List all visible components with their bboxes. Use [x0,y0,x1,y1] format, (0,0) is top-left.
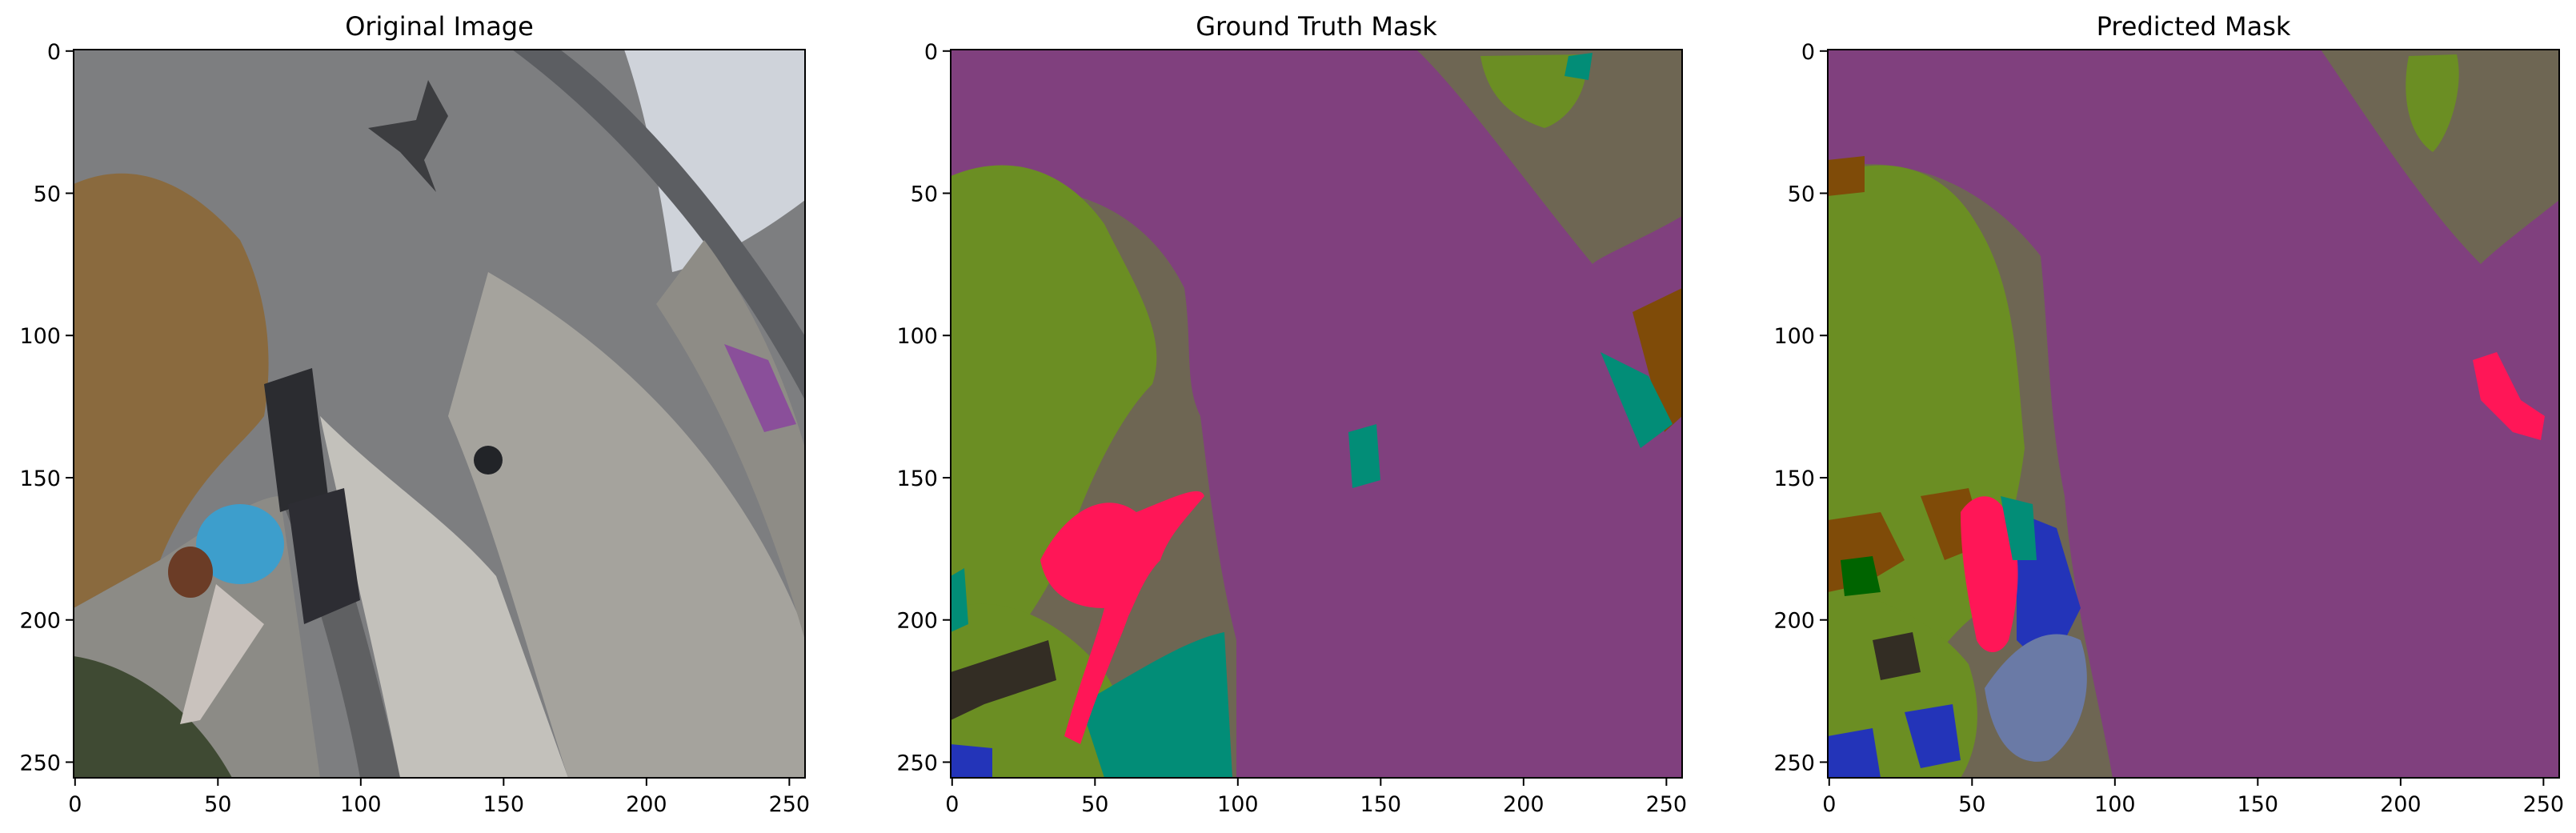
y-tick-label: 200 [1773,609,1815,634]
photo-light-paving-right [448,272,805,778]
pred-water-streaks [1985,634,2087,762]
ticks-ground-truth: 0 50 100 150 200 250 0 50 100 150 200 250 [896,40,1687,817]
y-tick-label: 0 [924,40,938,65]
x-tick-label: 50 [1081,792,1108,817]
x-tick-label: 100 [340,792,382,817]
x-tick-label: 250 [2523,792,2565,817]
photo-bushes [74,173,269,608]
panel-predicted: Predicted Mask 0 50 100 150 200 250 0 50 100 150 2… [1773,11,2564,817]
pred-pool-bottom-mid [1905,704,1961,768]
photo-person-arm [180,584,264,724]
x-tick-label: 100 [1217,792,1259,817]
gt-water-left-edge [951,568,968,632]
panel-ground-truth: Ground Truth Mask 0 50 100 150 200 250 0 50 100 1… [896,11,1687,817]
pred-dirt-top-right [2321,50,2559,264]
y-tick-label: 0 [47,40,61,65]
y-tick-label: 50 [911,182,938,207]
photo-kids-toy [724,344,796,432]
photo-drone-shadow [368,80,448,192]
photo-person-head [168,547,213,598]
y-tick-label: 50 [34,182,61,207]
ticks-original: 0 50 100 150 200 250 0 50 100 150 200 250 [19,40,810,817]
y-tick-label: 0 [1801,40,1815,65]
y-tick-label: 50 [1788,182,1815,207]
photo-dark-mat [264,368,328,512]
photo-person-shirt [196,504,284,584]
panel-title-original: Original Image [345,11,534,42]
photo-grass-bottom [74,656,232,778]
x-tick-label: 150 [1360,792,1402,817]
photo-small-object [474,446,503,475]
gt-water-bottom [1080,632,1232,778]
gt-water-right [1600,352,1673,448]
y-tick-label: 250 [1773,751,1815,775]
y-tick-label: 100 [896,324,938,349]
y-tick-label: 150 [896,467,938,491]
axes-frame-ground-truth [950,49,1683,779]
x-tick-label: 0 [945,792,959,817]
x-tick-label: 150 [2237,792,2279,817]
axes-frame-predicted [1827,49,2560,779]
y-tick-label: 200 [896,609,938,634]
photo-light-path [320,416,568,778]
x-tick-label: 0 [68,792,82,817]
x-tick-label: 200 [626,792,667,817]
gt-rocks-right [1633,288,1682,432]
pred-obstacle [1873,632,1921,680]
pred-water-person-edge [2001,496,2037,560]
gt-person [1040,491,1204,744]
photo-curb-right [656,240,805,640]
x-tick-label: 0 [1822,792,1836,817]
gt-obstacle [951,640,1056,720]
y-tick-label: 200 [19,609,61,634]
y-tick-label: 250 [896,751,938,775]
photo-gravel-top-right [624,50,805,272]
axes-frame-original [73,49,806,779]
x-tick-label: 50 [1958,792,1985,817]
pred-vegetation-top [2406,54,2459,152]
y-tick-label: 250 [19,751,61,775]
ticks-predicted: 0 50 100 150 200 250 0 50 100 150 200 250 [1773,40,2564,817]
y-tick-label: 100 [19,324,61,349]
panel-title-ground-truth: Ground Truth Mask [1196,11,1437,42]
photo-bag [288,488,360,624]
x-tick-label: 250 [769,792,811,817]
original-photo [74,50,805,778]
pred-person-right [2473,352,2545,440]
ground-truth-mask [951,50,1682,778]
y-tick-label: 100 [1773,324,1815,349]
pred-rocks-upper [1828,156,1865,196]
pred-person [1961,496,2018,652]
x-tick-label: 200 [1503,792,1544,817]
predicted-mask [1828,50,2559,778]
x-tick-label: 50 [204,792,231,817]
gt-pool-bottom [951,744,992,778]
gt-water-top [1564,53,1592,80]
x-tick-label: 150 [483,792,525,817]
gt-water-center [1348,424,1380,488]
y-tick-label: 150 [19,467,61,491]
pred-tree [1841,556,1881,596]
x-tick-label: 250 [1646,792,1688,817]
pred-pool-bottom [1828,728,1881,778]
y-tick-label: 150 [1773,467,1815,491]
panel-original: Original Image 0 50 100 150 200 250 0 50 100 150 2… [19,11,810,817]
x-tick-label: 200 [2380,792,2422,817]
panel-title-predicted: Predicted Mask [2097,11,2291,42]
gt-vegetation-top [1480,54,1586,128]
gt-dirt-top-right [1416,50,1682,264]
x-tick-label: 100 [2094,792,2136,817]
